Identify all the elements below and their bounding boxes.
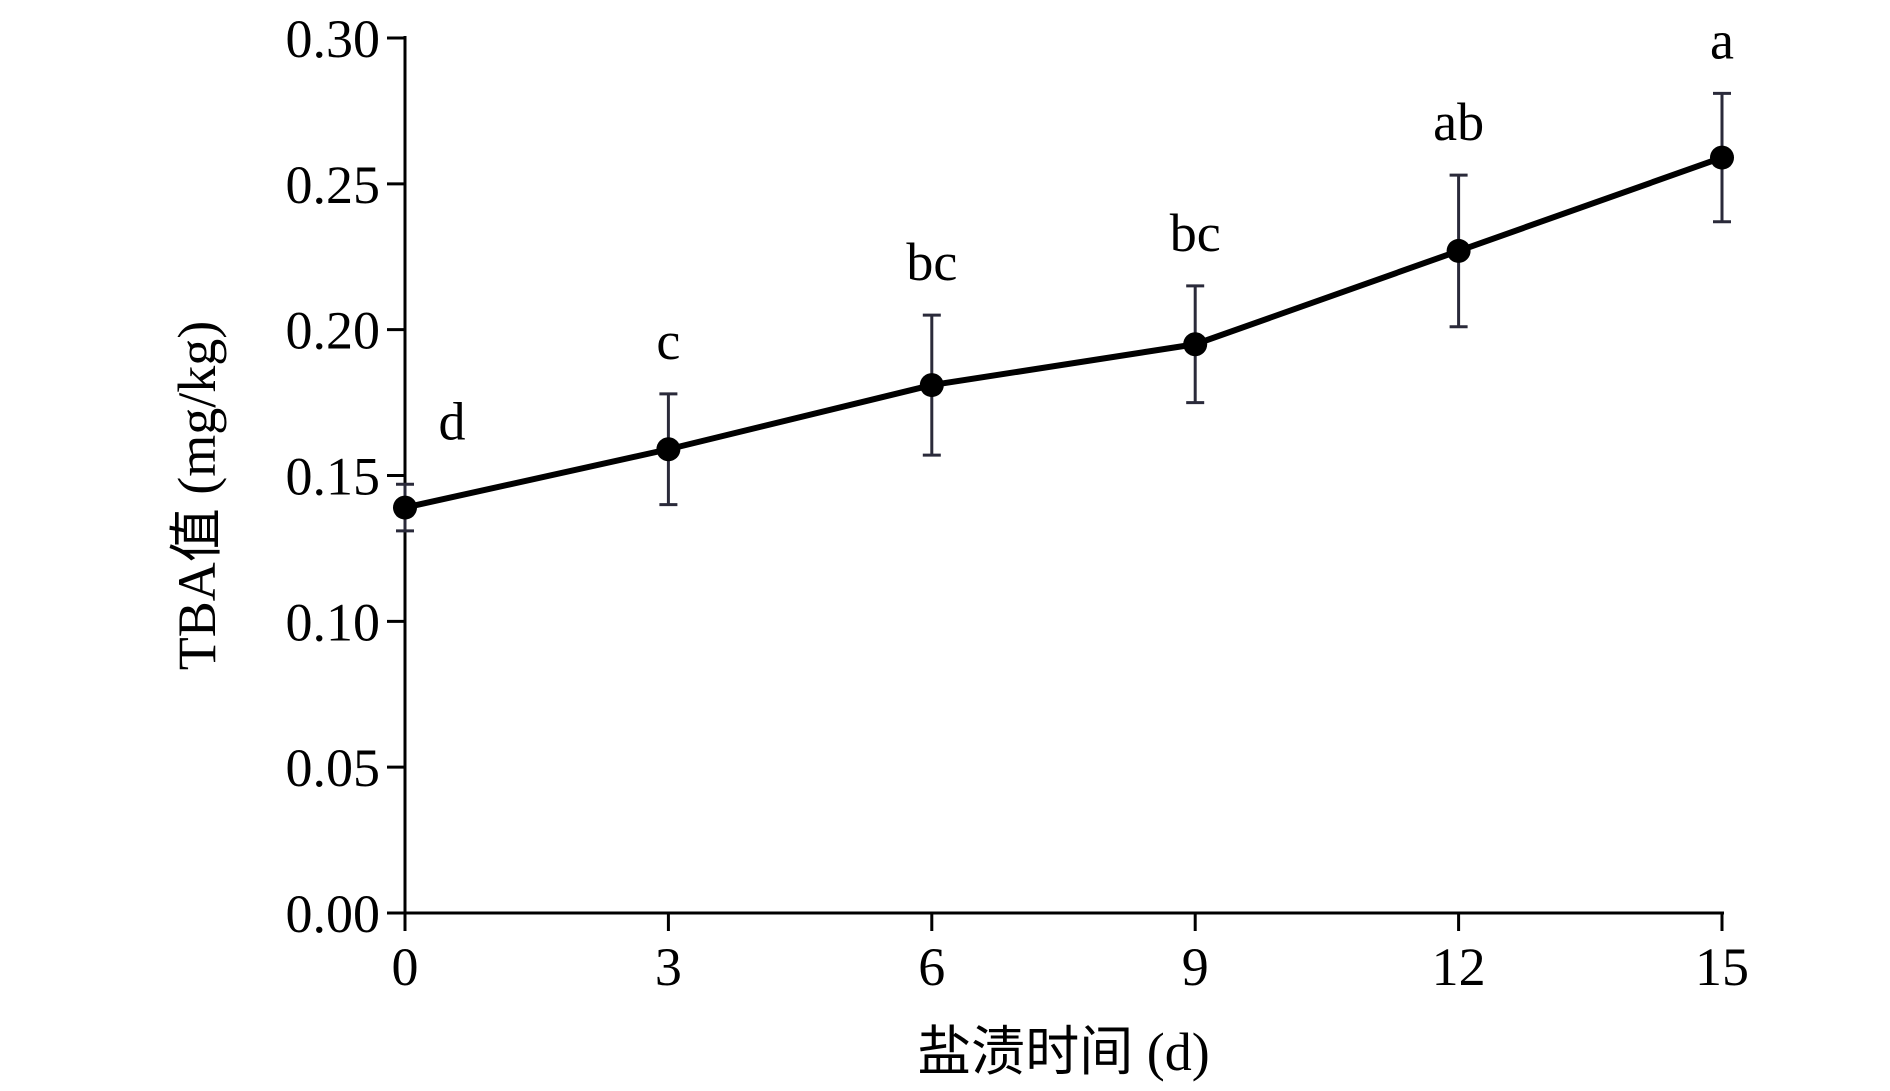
x-tick-label: 15: [1695, 937, 1749, 997]
data-point: [1183, 332, 1208, 357]
y-ticks: 0.00 0.05 0.10 0.15 0.20 0.25 0.30: [286, 9, 405, 944]
x-tick-label: 3: [655, 937, 682, 997]
x-ticks: 0 3 6 9 12 15: [392, 913, 1749, 997]
x-axis-title: 盐渍时间 (d): [917, 1022, 1209, 1082]
significance-label: bc: [906, 232, 957, 292]
y-tick-label: 0.30: [286, 9, 381, 69]
y-tick-label: 0.10: [286, 592, 381, 652]
y-axis-title: TBA值 (mg/kg): [167, 321, 227, 670]
x-tick-label: 0: [392, 937, 419, 997]
x-tick-label: 9: [1182, 937, 1209, 997]
data-point: [1710, 145, 1734, 170]
data-series: d c bc bc ab a: [393, 10, 1734, 533]
y-tick-label: 0.05: [286, 738, 381, 798]
data-point: [656, 437, 681, 462]
data-point: [1446, 238, 1471, 263]
significance-label: ab: [1433, 92, 1484, 152]
significance-label: d: [439, 392, 466, 452]
y-tick-label: 0.00: [286, 884, 381, 944]
y-tick-label: 0.25: [286, 155, 381, 215]
data-point: [919, 373, 944, 398]
significance-label: c: [656, 311, 680, 371]
data-point: [393, 495, 417, 520]
x-tick-label: 12: [1432, 937, 1486, 997]
y-tick-label: 0.20: [286, 301, 381, 361]
axes: [403, 36, 1724, 915]
significance-label: a: [1710, 10, 1734, 70]
series-line: [404, 154, 1724, 511]
significance-label: bc: [1170, 203, 1221, 263]
y-tick-label: 0.15: [286, 447, 381, 507]
x-tick-label: 6: [918, 937, 945, 997]
